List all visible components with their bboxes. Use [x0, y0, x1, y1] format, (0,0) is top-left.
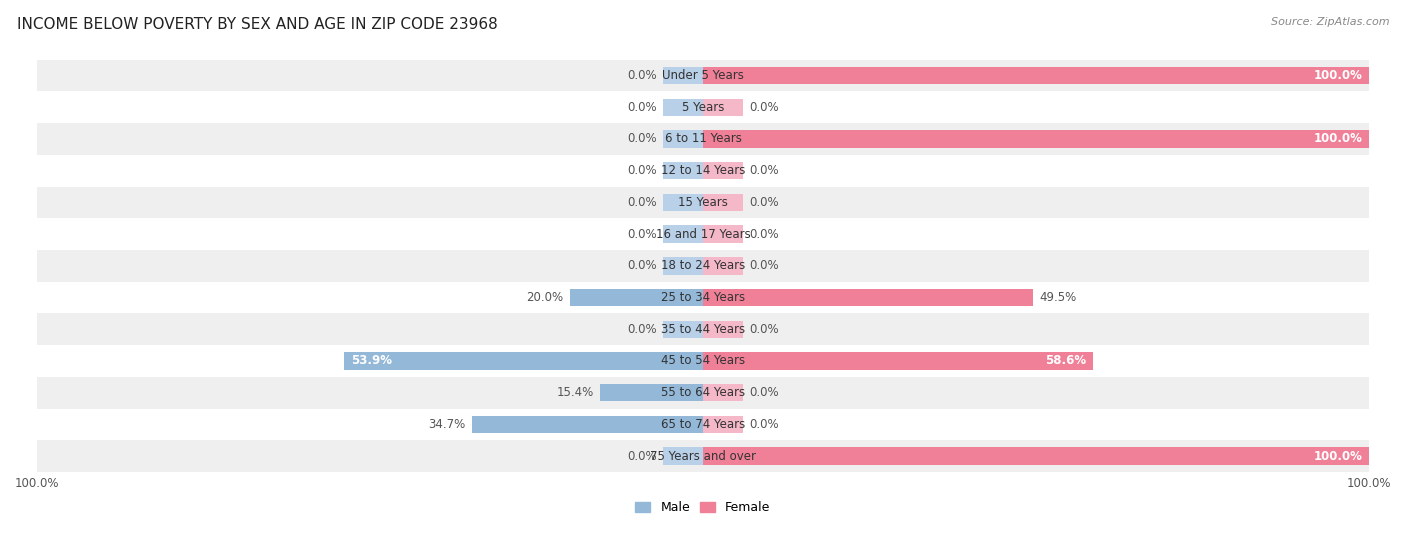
Bar	[703, 447, 1369, 465]
Bar	[37, 187, 1369, 218]
Bar	[703, 416, 742, 433]
Text: INCOME BELOW POVERTY BY SEX AND AGE IN ZIP CODE 23968: INCOME BELOW POVERTY BY SEX AND AGE IN Z…	[17, 17, 498, 32]
Text: 55 to 64 Years: 55 to 64 Years	[661, 386, 745, 399]
Bar	[664, 320, 703, 338]
Bar	[703, 98, 742, 116]
Text: 0.0%: 0.0%	[749, 228, 779, 240]
Text: 0.0%: 0.0%	[749, 196, 779, 209]
Bar	[664, 130, 703, 148]
Bar	[37, 282, 1369, 314]
Bar	[37, 60, 1369, 92]
Text: 0.0%: 0.0%	[627, 323, 657, 336]
Bar	[703, 130, 1369, 148]
Text: 18 to 24 Years: 18 to 24 Years	[661, 259, 745, 272]
Text: Under 5 Years: Under 5 Years	[662, 69, 744, 82]
Bar	[703, 225, 742, 243]
Text: 0.0%: 0.0%	[627, 196, 657, 209]
Bar	[664, 98, 703, 116]
Text: 0.0%: 0.0%	[627, 259, 657, 272]
Text: 65 to 74 Years: 65 to 74 Years	[661, 418, 745, 431]
Text: 45 to 54 Years: 45 to 54 Years	[661, 354, 745, 367]
Bar	[37, 314, 1369, 345]
Text: 20.0%: 20.0%	[526, 291, 564, 304]
Legend: Male, Female: Male, Female	[630, 496, 776, 519]
Bar	[37, 440, 1369, 472]
Text: 100.0%: 100.0%	[1313, 132, 1362, 145]
Text: 16 and 17 Years: 16 and 17 Years	[655, 228, 751, 240]
Text: 100.0%: 100.0%	[1313, 449, 1362, 463]
Text: 58.6%: 58.6%	[1045, 354, 1087, 367]
Text: 6 to 11 Years: 6 to 11 Years	[665, 132, 741, 145]
Text: 35 to 44 Years: 35 to 44 Years	[661, 323, 745, 336]
Text: 53.9%: 53.9%	[352, 354, 392, 367]
Bar	[703, 162, 742, 179]
Bar	[703, 289, 1032, 306]
Text: 15 Years: 15 Years	[678, 196, 728, 209]
Bar	[37, 155, 1369, 187]
Bar	[664, 447, 703, 465]
Bar	[472, 416, 703, 433]
Text: 15.4%: 15.4%	[557, 386, 593, 399]
Bar	[664, 162, 703, 179]
Text: 0.0%: 0.0%	[749, 164, 779, 177]
Bar	[600, 384, 703, 401]
Text: 0.0%: 0.0%	[749, 418, 779, 431]
Bar	[664, 225, 703, 243]
Text: 0.0%: 0.0%	[627, 164, 657, 177]
Text: 5 Years: 5 Years	[682, 101, 724, 114]
Text: 34.7%: 34.7%	[427, 418, 465, 431]
Bar	[37, 123, 1369, 155]
Text: 0.0%: 0.0%	[627, 449, 657, 463]
Text: 49.5%: 49.5%	[1039, 291, 1077, 304]
Bar	[37, 250, 1369, 282]
Text: 0.0%: 0.0%	[749, 323, 779, 336]
Text: 0.0%: 0.0%	[627, 132, 657, 145]
Bar	[37, 409, 1369, 440]
Text: Source: ZipAtlas.com: Source: ZipAtlas.com	[1271, 17, 1389, 27]
Bar	[703, 257, 742, 274]
Text: 0.0%: 0.0%	[749, 386, 779, 399]
Bar	[664, 67, 703, 84]
Bar	[37, 218, 1369, 250]
Bar	[664, 193, 703, 211]
Bar	[664, 257, 703, 274]
Bar	[37, 345, 1369, 377]
Bar	[703, 320, 742, 338]
Text: 0.0%: 0.0%	[627, 101, 657, 114]
Text: 0.0%: 0.0%	[627, 69, 657, 82]
Bar	[703, 67, 1369, 84]
Bar	[703, 193, 742, 211]
Bar	[703, 384, 742, 401]
Bar	[37, 92, 1369, 123]
Text: 100.0%: 100.0%	[1313, 69, 1362, 82]
Bar	[37, 377, 1369, 409]
Bar	[344, 352, 703, 369]
Text: 12 to 14 Years: 12 to 14 Years	[661, 164, 745, 177]
Bar	[703, 352, 1092, 369]
Text: 0.0%: 0.0%	[749, 101, 779, 114]
Text: 0.0%: 0.0%	[749, 259, 779, 272]
Bar	[569, 289, 703, 306]
Text: 75 Years and over: 75 Years and over	[650, 449, 756, 463]
Text: 0.0%: 0.0%	[627, 228, 657, 240]
Text: 25 to 34 Years: 25 to 34 Years	[661, 291, 745, 304]
